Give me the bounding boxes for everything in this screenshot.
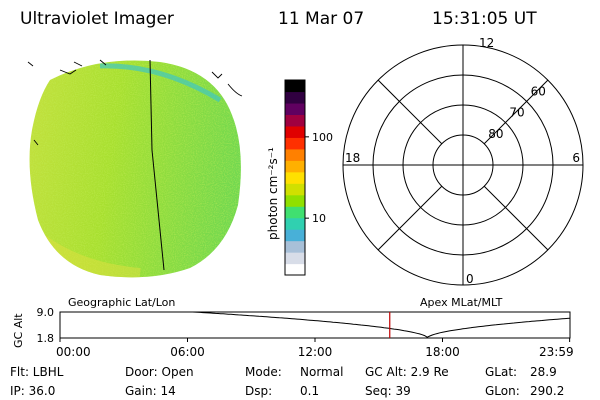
lat-label-80: 80 xyxy=(488,127,503,141)
dsp-label: Dsp: xyxy=(245,384,272,398)
polar-spoke xyxy=(377,185,443,251)
glat-label: GLat: xyxy=(485,365,517,379)
polar-spoke xyxy=(377,79,443,145)
colorbar-segment xyxy=(285,80,305,93)
timeline-x-tick-label: 06:00 xyxy=(170,345,205,359)
timeline-x-tick-label: 12:00 xyxy=(298,345,333,359)
colorbar-segment xyxy=(285,125,305,138)
terminator-line xyxy=(149,59,165,271)
time-label: 15:31:05 UT xyxy=(432,9,537,29)
timeline-left-title: Geographic Lat/Lon xyxy=(68,296,175,309)
instrument-title: Ultraviolet Imager xyxy=(20,9,174,29)
mlt-label-12: 12 xyxy=(479,36,494,50)
colorbar-segment xyxy=(285,229,305,242)
polar-spoke xyxy=(483,79,549,145)
timeline-y-tick-label: 9.0 xyxy=(37,306,55,319)
polar-spoke xyxy=(483,185,549,251)
timeline-y-tick-label: 1.8 xyxy=(37,332,55,345)
glon-label: GLon: xyxy=(485,384,520,398)
colorbar-tick-label: 100 xyxy=(312,131,333,144)
colorbar-segment xyxy=(285,194,305,207)
colorbar-frame xyxy=(284,79,306,276)
seq-readout: Seq: 39 xyxy=(365,384,411,398)
dsp-value: 0.1 xyxy=(300,384,319,398)
glat-value: 28.9 xyxy=(530,365,557,379)
gain-readout: Gain: 14 xyxy=(125,384,176,398)
date-label: 11 Mar 07 xyxy=(278,9,364,29)
timeline-right-title: Apex MLat/MLT xyxy=(420,296,503,309)
colorbar-tick-label: 10 xyxy=(312,212,326,225)
mode-value: Normal xyxy=(300,365,343,379)
lat-label-60: 60 xyxy=(531,84,546,98)
colorbar: 100 10 xyxy=(284,79,333,276)
filter-readout: Flt: LBHL xyxy=(10,365,64,379)
colorbar-segment xyxy=(285,240,305,253)
colorbar-segment xyxy=(285,91,305,104)
earth-disk-image xyxy=(27,59,243,278)
info-panel: Flt: LBHL IP: 36.0 Door: Open Gain: 14 M… xyxy=(10,365,564,398)
lat-label-70: 70 xyxy=(509,106,524,120)
coastline-fragments xyxy=(27,59,243,146)
colorbar-segment xyxy=(285,171,305,184)
mlt-label-18: 18 xyxy=(345,151,360,165)
mlt-label-0: 0 xyxy=(466,272,474,286)
colorbar-label: photon cm⁻²s⁻¹ xyxy=(266,147,280,240)
glon-value: 290.2 xyxy=(530,384,564,398)
colorbar-segment xyxy=(285,160,305,173)
colorbar-segment xyxy=(285,137,305,150)
mode-label: Mode: xyxy=(245,365,282,379)
timeline-x-tick-label: 23:59 xyxy=(539,345,574,359)
altitude-curve xyxy=(60,311,571,338)
colorbar-segment xyxy=(285,217,305,230)
gc-alt-readout: GC Alt: 2.9 Re xyxy=(365,365,449,379)
timeline-x-tick-label: 18:00 xyxy=(425,345,460,359)
colorbar-segment xyxy=(285,183,305,196)
colorbar-segment xyxy=(285,148,305,161)
ip-readout: IP: 36.0 xyxy=(10,384,55,398)
colorbar-segment xyxy=(285,114,305,127)
colorbar-segment xyxy=(285,206,305,219)
door-readout: Door: Open xyxy=(125,365,194,379)
colorbar-segment xyxy=(285,102,305,116)
timeline-y-axis-label: GC Alt xyxy=(12,313,25,348)
timeline-x-tick-label: 00:00 xyxy=(56,345,91,359)
colorbar-segment xyxy=(285,252,305,265)
colorbar-segment xyxy=(285,263,305,276)
altitude-timeline: 9.0 1.800:00 06:00 12:00 18:00 23:59 xyxy=(37,306,574,359)
mlt-label-6: 6 xyxy=(572,151,580,165)
